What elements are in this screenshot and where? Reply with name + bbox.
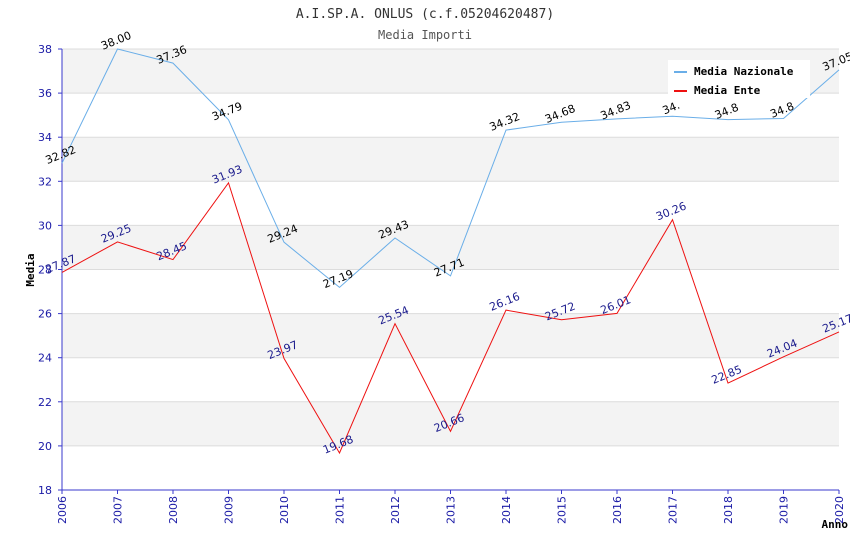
x-tick-label: 2009 xyxy=(223,496,236,524)
y-tick-label: 36 xyxy=(38,87,52,100)
x-tick-label: 2010 xyxy=(278,496,291,524)
y-tick-label: 20 xyxy=(38,440,52,453)
legend: Media Nazionale Media Ente xyxy=(668,60,810,98)
legend-box xyxy=(668,60,810,98)
x-tick-label: 2008 xyxy=(167,496,180,524)
x-tick-label: 2011 xyxy=(334,496,347,524)
plot-band xyxy=(62,225,839,270)
plot-band xyxy=(62,269,839,314)
plot-band xyxy=(62,401,839,446)
chart-subtitle: Media Importi xyxy=(378,28,472,42)
y-tick-label: 26 xyxy=(38,308,52,321)
plot-band xyxy=(62,93,839,138)
series-line-0 xyxy=(61,48,840,289)
y-tick-label: 32 xyxy=(38,175,52,188)
x-tick-label: 2015 xyxy=(556,496,569,524)
y-tick-label: 22 xyxy=(38,396,52,409)
y-tick-label: 38 xyxy=(38,43,52,56)
y-tick-label: 28 xyxy=(38,264,52,277)
x-tick-label: 2013 xyxy=(445,496,458,524)
x-tick-labels: 2006 2007 2008 2009 2010 2011 2012 2013 2014 2015… xyxy=(56,496,846,524)
legend-label-1: Media Ente xyxy=(694,84,761,97)
x-tick-label: 2016 xyxy=(611,496,624,524)
x-tick-label: 2017 xyxy=(667,496,680,524)
plot-band xyxy=(62,137,839,182)
y-tick-labels: 18 20 22 24 26 28 30 32 34 36 38 xyxy=(38,43,52,497)
axes xyxy=(58,48,840,494)
legend-item-1: Media Ente xyxy=(674,84,761,97)
x-tick-label: 2019 xyxy=(778,496,791,524)
plot-band xyxy=(62,357,839,402)
legend-item-0: Media Nazionale xyxy=(674,65,794,78)
plot-band xyxy=(62,313,839,358)
y-axis-label: Media xyxy=(24,253,37,286)
y-tick-label: 24 xyxy=(38,352,52,365)
x-tick-label: 2007 xyxy=(112,496,125,524)
y-tick-label: 34 xyxy=(38,131,52,144)
x-tick-label: 2020 xyxy=(833,496,846,524)
data-label-s0: 34. xyxy=(661,99,682,118)
series-line-1 xyxy=(61,181,840,455)
plot-band xyxy=(62,181,839,226)
chart-title: A.I.SP.A. ONLUS (c.f.05204620487) xyxy=(296,7,554,22)
legend-label-0: Media Nazionale xyxy=(694,65,794,78)
y-tick-label: 30 xyxy=(38,219,52,232)
plot-band xyxy=(62,445,839,490)
y-tick-label: 18 xyxy=(38,484,52,497)
x-tick-label: 2014 xyxy=(500,496,513,524)
plot-background-bands xyxy=(62,49,839,490)
x-tick-label: 2018 xyxy=(722,496,735,524)
x-tick-label: 2006 xyxy=(56,496,69,524)
x-axis-label: Anno xyxy=(822,518,849,531)
series-lines xyxy=(61,48,840,455)
x-tick-label: 2012 xyxy=(389,496,402,524)
